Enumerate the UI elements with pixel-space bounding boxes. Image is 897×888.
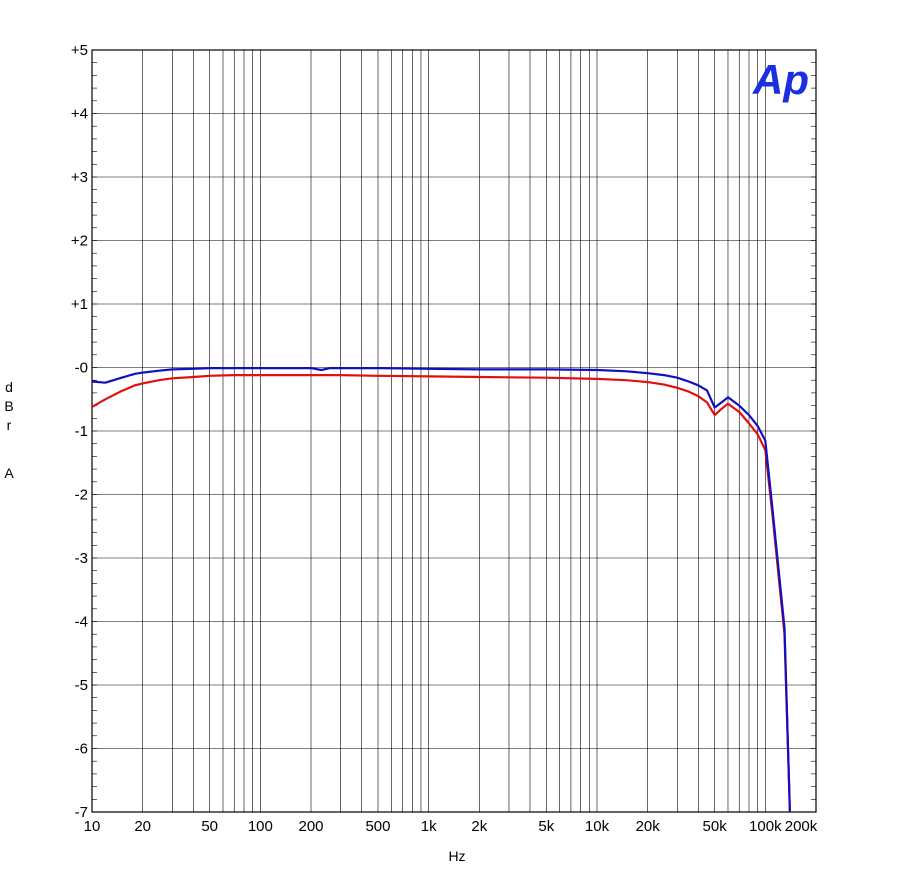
plot-frame	[91, 49, 817, 813]
x-tick-label: 50	[201, 818, 218, 835]
ap-logo: Ap	[752, 56, 809, 103]
series-lines	[91, 367, 791, 813]
y-tick-label: +2	[71, 233, 88, 250]
y-tick-label: -1	[75, 423, 88, 440]
x-tick-label: 500	[365, 818, 390, 835]
grid	[92, 50, 816, 813]
x-tick-label: 1k	[421, 818, 437, 835]
y-axis-title-letter: r	[7, 417, 12, 433]
y-tick-label: +4	[71, 106, 88, 123]
y-tick-label: -7	[75, 804, 88, 821]
x-tick-label: 200	[298, 818, 323, 835]
x-tick-label: 10	[84, 818, 101, 835]
x-tick-label: 20	[134, 818, 151, 835]
y-tick-label: -5	[75, 677, 88, 694]
y-tick-label: +3	[71, 169, 88, 186]
x-tick-labels: 10 20 50 100 200 500 1k 2k 5k 10k 20k 50k 100k 200k	[84, 818, 818, 835]
x-tick-label: 200k	[785, 818, 818, 835]
y-tick-labels: +5 +4 +3 +2 +1 -0 -1 -2 -3 -4 -5 -6 -7	[71, 42, 88, 821]
x-tick-label: 20k	[636, 818, 661, 835]
y-tick-label: -6	[75, 741, 88, 758]
y-tick-label: +5	[71, 42, 88, 59]
x-tick-label: 50k	[703, 818, 728, 835]
y-axis-title-letter: B	[4, 398, 13, 414]
x-tick-label: 2k	[471, 818, 487, 835]
y-axis-title: dBr A	[4, 379, 14, 481]
x-axis-title: Hz	[448, 848, 465, 864]
y-tick-label: -3	[75, 550, 88, 567]
y-tick-label: +1	[71, 296, 88, 313]
x-tick-label: 100	[248, 818, 273, 835]
x-tick-label: 5k	[538, 818, 554, 835]
y-axis-title-letter: d	[5, 379, 13, 395]
y-tick-label: -4	[75, 614, 88, 631]
series-line	[91, 374, 791, 813]
y-tick-label: -2	[75, 487, 88, 504]
x-tick-label: 10k	[585, 818, 610, 835]
y-tick-label: -0	[75, 360, 88, 377]
x-tick-label: 100k	[749, 818, 782, 835]
y-axis-title-letter: A	[4, 465, 14, 481]
series-line	[91, 367, 791, 813]
